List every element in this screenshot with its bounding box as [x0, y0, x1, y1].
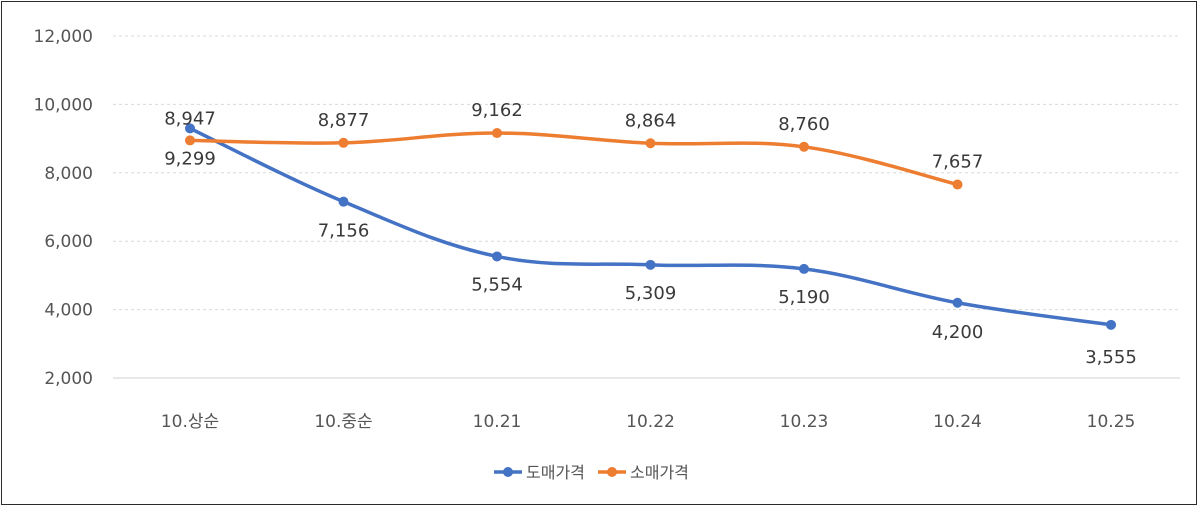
- data-label: 4,200: [932, 322, 984, 343]
- data-point: [338, 137, 349, 148]
- data-point: [185, 123, 195, 134]
- y-tick-label: 6,000: [44, 232, 93, 252]
- x-tick-label: 10.23: [780, 412, 829, 432]
- y-axis-ticks: 2,000 4,000 6,000 8,000 10,000 12,000: [34, 27, 93, 389]
- legend: 도매가격 소매가격: [494, 463, 689, 482]
- data-label: 8,864: [625, 110, 677, 131]
- legend-item: 도매가격: [494, 463, 585, 482]
- legend-marker: [607, 467, 617, 477]
- data-label: 7,657: [932, 152, 984, 173]
- data-label: 8,947: [164, 108, 216, 129]
- data-label: 9,162: [471, 100, 523, 121]
- data-point: [799, 263, 809, 274]
- data-label: 8,877: [318, 110, 370, 131]
- y-tick-label: 12,000: [34, 27, 93, 47]
- x-axis-ticks: 10.상순 10.중순 10.21 10.22 10.23 10.24 10.25: [161, 412, 1136, 432]
- data-label: 5,190: [778, 287, 830, 308]
- gridlines: [113, 35, 1180, 379]
- data-label: 5,554: [471, 274, 523, 295]
- legend-marker: [503, 467, 513, 477]
- x-tick-label: 10.상순: [161, 412, 219, 432]
- data-point: [952, 179, 963, 190]
- series-lines: [185, 123, 1116, 330]
- data-point: [952, 297, 963, 308]
- x-tick-label: 10.22: [626, 412, 675, 432]
- y-tick-label: 2,000: [44, 369, 93, 389]
- series-line: [188, 131, 960, 187]
- data-point: [799, 141, 809, 152]
- data-label: 5,309: [625, 283, 677, 304]
- data-labels: 9,299 7,156 5,554 5,309 5,190 4,200 3,555 8,947…: [164, 100, 1137, 368]
- series-wholesale: [185, 123, 1116, 330]
- x-tick-label: 10.21: [473, 412, 522, 432]
- x-tick-label: 10.25: [1087, 412, 1136, 432]
- y-tick-label: 8,000: [44, 164, 93, 184]
- data-point: [1106, 319, 1116, 330]
- data-point: [645, 138, 656, 149]
- legend-label: 도매가격: [526, 463, 585, 482]
- data-point: [492, 251, 502, 262]
- data-label: 7,156: [318, 221, 370, 242]
- series-retail: [185, 128, 963, 190]
- data-label: 3,555: [1085, 347, 1137, 368]
- legend-label: 소매가격: [630, 463, 689, 482]
- x-tick-label: 10.중순: [314, 412, 372, 432]
- x-tick-label: 10.24: [933, 412, 982, 432]
- y-tick-label: 4,000: [44, 301, 93, 321]
- data-label: 8,760: [778, 114, 830, 135]
- data-point: [185, 135, 195, 146]
- data-point: [492, 128, 502, 139]
- data-label: 9,299: [164, 148, 216, 169]
- data-point: [338, 196, 349, 207]
- legend-item: 소매가격: [598, 463, 689, 482]
- data-point: [645, 259, 656, 270]
- y-tick-label: 10,000: [34, 95, 93, 115]
